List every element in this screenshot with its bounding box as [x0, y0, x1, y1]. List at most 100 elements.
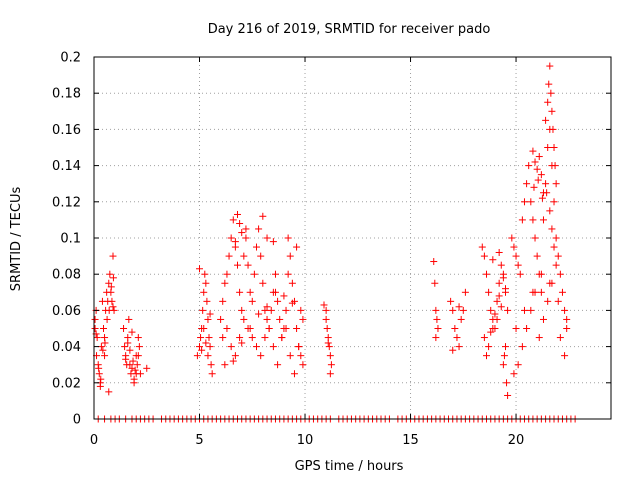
data-point — [500, 352, 508, 360]
data-point — [501, 343, 509, 351]
data-point — [106, 270, 114, 278]
data-point — [539, 189, 547, 197]
data-point — [544, 144, 552, 151]
data-point — [236, 334, 244, 342]
data-point — [520, 306, 528, 314]
data-point — [97, 375, 105, 383]
data-point — [274, 361, 282, 369]
data-point — [271, 270, 279, 278]
data-point — [236, 220, 244, 228]
data-point — [493, 315, 501, 323]
data-point — [535, 334, 543, 342]
data-point — [434, 325, 442, 332]
x-tick-label: 15 — [402, 433, 419, 448]
data-point — [128, 364, 136, 372]
data-point — [244, 261, 252, 269]
data-point — [495, 279, 503, 287]
data-point — [550, 144, 558, 151]
data-point — [198, 346, 206, 354]
data-point — [259, 279, 267, 287]
data-point — [535, 153, 543, 161]
data-point — [221, 279, 229, 287]
data-point — [274, 297, 282, 305]
data-point — [499, 361, 507, 369]
data-point — [561, 352, 569, 360]
data-point — [231, 352, 239, 360]
data-point — [529, 216, 537, 224]
data-point — [225, 252, 233, 260]
data-point — [487, 306, 495, 314]
data-point — [286, 252, 294, 260]
data-point — [278, 334, 286, 342]
data-point — [240, 252, 248, 260]
data-point — [109, 303, 117, 311]
data-point — [129, 357, 137, 365]
data-point — [99, 346, 107, 354]
data-point — [491, 310, 499, 318]
data-point — [105, 388, 113, 396]
data-point — [552, 180, 560, 188]
data-point — [204, 315, 212, 323]
data-point — [451, 325, 459, 332]
data-point — [430, 258, 438, 266]
grid-lines — [94, 57, 611, 419]
data-point — [480, 334, 488, 342]
data-point — [208, 370, 216, 378]
data-point — [261, 334, 269, 342]
data-point — [238, 229, 246, 237]
data-point — [288, 279, 296, 287]
data-point — [101, 352, 109, 360]
data-point — [550, 243, 558, 251]
data-point — [512, 325, 520, 332]
data-point — [433, 315, 441, 323]
data-point — [449, 306, 457, 314]
data-point — [193, 352, 201, 360]
data-point — [132, 370, 140, 378]
data-point — [267, 306, 275, 314]
data-point — [240, 315, 248, 323]
data-point — [248, 297, 256, 305]
data-point — [537, 270, 545, 278]
data-point — [125, 315, 133, 323]
data-point — [263, 303, 271, 311]
data-point — [295, 343, 303, 351]
data-point — [499, 274, 507, 282]
data-point — [95, 364, 103, 372]
data-point — [236, 288, 244, 296]
y-tick-label: 0.18 — [52, 87, 81, 102]
data-point — [514, 361, 522, 369]
y-tick-label: 0.08 — [52, 268, 81, 283]
data-point — [508, 234, 516, 242]
data-point — [548, 107, 556, 115]
data-point — [531, 158, 539, 166]
data-point — [255, 310, 263, 318]
data-point — [489, 256, 497, 264]
data-point — [227, 343, 235, 351]
data-point — [269, 238, 277, 246]
data-point — [327, 361, 335, 369]
data-point — [538, 194, 546, 202]
data-point — [131, 366, 139, 374]
data-point — [480, 252, 488, 260]
data-point — [563, 325, 571, 332]
data-point — [455, 303, 463, 311]
data-point — [261, 306, 269, 314]
data-point — [503, 379, 511, 387]
data-point — [95, 370, 103, 378]
data-point — [250, 270, 258, 278]
data-point — [242, 234, 250, 242]
data-point — [558, 288, 566, 296]
data-point — [297, 352, 305, 360]
data-point — [231, 238, 239, 246]
data-point — [206, 343, 214, 351]
data-point — [546, 207, 554, 215]
data-point — [485, 288, 493, 296]
data-point — [109, 274, 117, 282]
data-point — [495, 292, 503, 300]
data-point — [550, 198, 558, 206]
data-point — [544, 297, 552, 305]
data-point — [293, 325, 301, 332]
data-point — [221, 361, 229, 369]
data-point — [547, 89, 555, 97]
y-tick-label: 0.2 — [60, 51, 81, 66]
